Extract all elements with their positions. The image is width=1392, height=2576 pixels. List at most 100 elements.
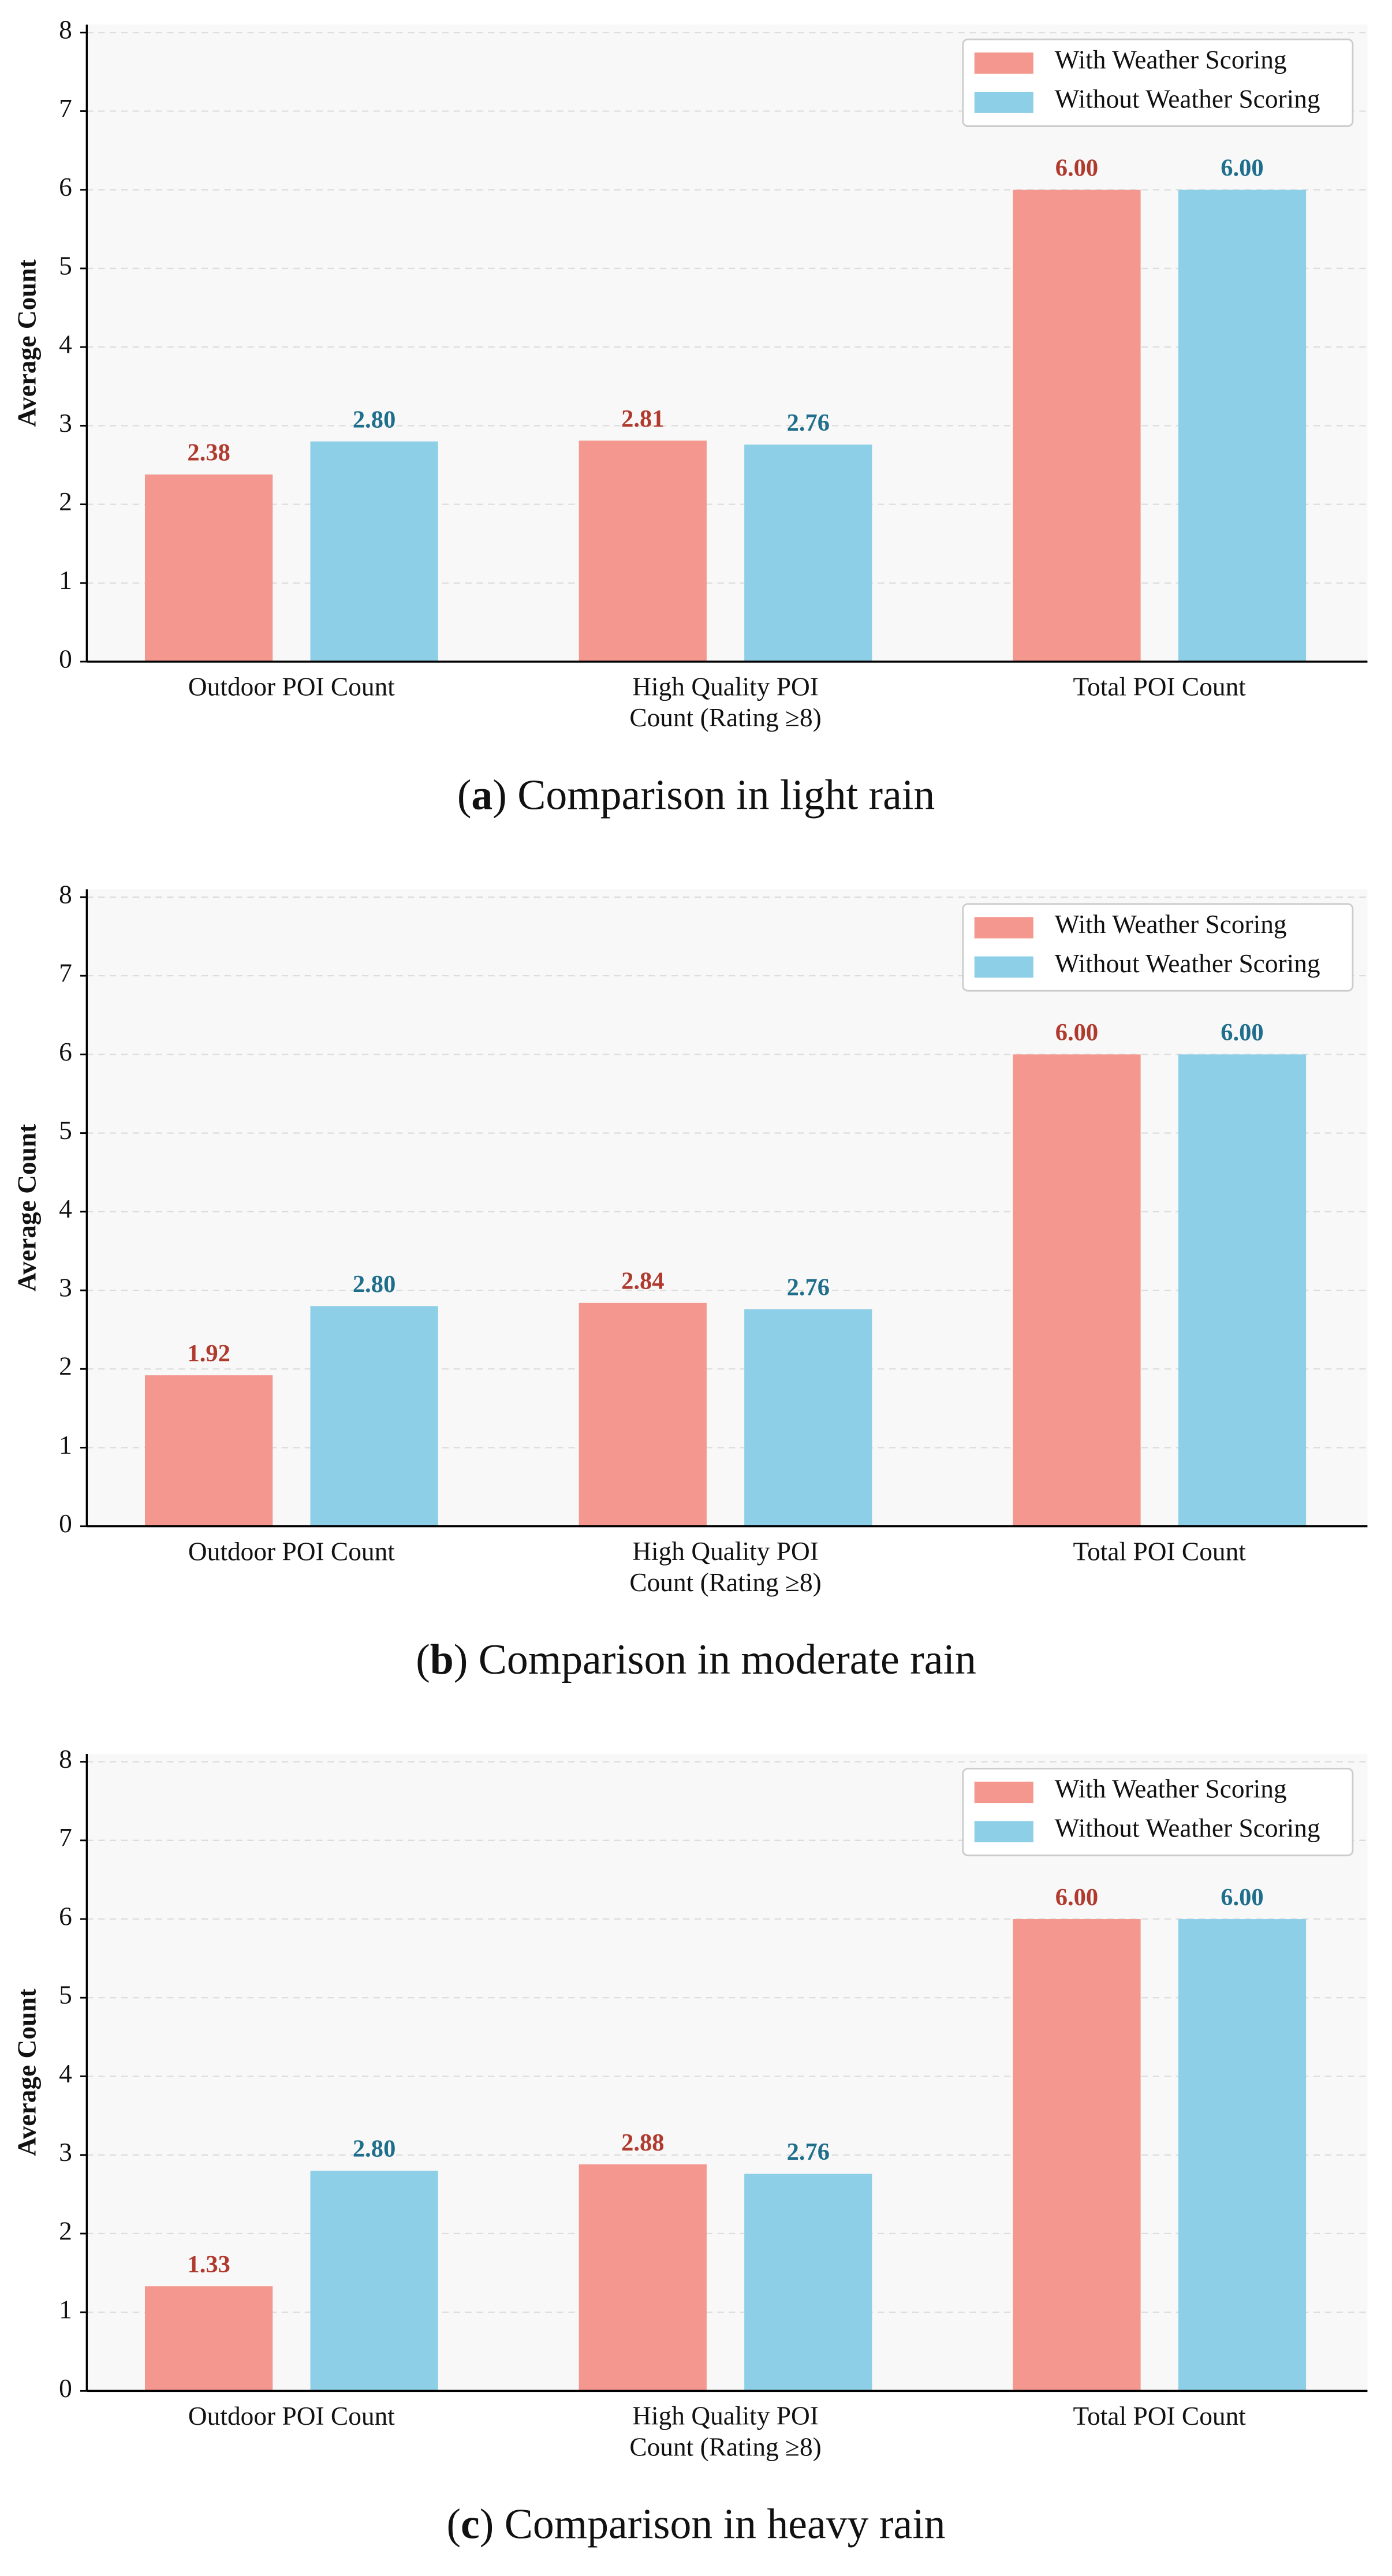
x-tick-label: Outdoor POI Count xyxy=(188,673,395,701)
legend-swatch xyxy=(974,1782,1033,1804)
bar xyxy=(1178,189,1307,662)
bar xyxy=(310,2170,438,2391)
y-tick-label: 4 xyxy=(59,2059,72,2088)
caption-part: ) Comparison in light rain xyxy=(492,771,935,818)
y-tick-label: 6 xyxy=(59,1902,72,1931)
legend-label: With Weather Scoring xyxy=(1055,45,1287,74)
caption-part: ( xyxy=(416,1636,430,1683)
plot-background xyxy=(87,24,1368,662)
legend-swatch xyxy=(974,91,1033,113)
bar xyxy=(744,1309,872,1526)
plot-background xyxy=(87,889,1368,1526)
x-tick-label: Total POI Count xyxy=(1073,2402,1247,2431)
bar xyxy=(744,445,872,662)
y-tick-label: 8 xyxy=(59,16,72,44)
value-label: 2.80 xyxy=(353,2136,395,2163)
x-tick-label: Outdoor POI Count xyxy=(188,1537,395,1566)
y-tick-label: 1 xyxy=(59,566,72,595)
y-tick-label: 5 xyxy=(59,1981,72,2010)
bar xyxy=(744,2174,872,2391)
y-axis-label: Average Count xyxy=(12,1989,41,2156)
bar xyxy=(1013,189,1141,662)
y-tick-label: 7 xyxy=(59,959,72,988)
value-label: 2.81 xyxy=(621,405,664,432)
value-label: 6.00 xyxy=(1055,154,1098,181)
chart-panel: 0 1 2 3 4 5 6 7 8 Outdoor POI Count 1.92 2.80 High Q… xyxy=(12,880,1368,1683)
value-label: 6.00 xyxy=(1055,1884,1098,1911)
legend-box xyxy=(962,1768,1354,1857)
y-tick-label: 2 xyxy=(59,2216,72,2245)
y-tick-label: 8 xyxy=(59,880,72,909)
bar xyxy=(579,440,707,662)
legend-label: Without Weather Scoring xyxy=(1055,949,1320,978)
caption-part: ) Comparison in heavy rain xyxy=(480,2500,946,2548)
value-label: 6.00 xyxy=(1055,1019,1098,1046)
y-tick-label: 5 xyxy=(59,251,72,280)
y-axis-label: Average Count xyxy=(12,1124,41,1291)
bar xyxy=(310,1306,438,1526)
y-axis-label: Average Count xyxy=(12,259,41,427)
y-tick-label: 7 xyxy=(59,1823,72,1852)
value-label: 2.76 xyxy=(787,409,830,436)
y-tick-label: 0 xyxy=(59,2374,72,2403)
value-label: 2.88 xyxy=(621,2129,664,2156)
legend-box xyxy=(962,38,1354,127)
caption-part: ( xyxy=(446,2500,461,2548)
x-tick-label: High Quality POI Count (Rating ≥8) xyxy=(629,673,821,733)
caption-part: ( xyxy=(457,771,472,818)
y-tick-label: 4 xyxy=(59,1194,72,1223)
bar xyxy=(579,2164,707,2391)
caption-part: b xyxy=(430,1636,454,1683)
bar xyxy=(145,1375,273,1526)
caption: (a) Comparison in light rain xyxy=(457,771,935,818)
plot-background xyxy=(87,1753,1368,2391)
caption: (c) Comparison in heavy rain xyxy=(446,2500,945,2548)
x-tick-label: High Quality POI Count (Rating ≥8) xyxy=(629,2402,821,2462)
y-tick-label: 2 xyxy=(59,1352,72,1381)
bar xyxy=(145,474,273,662)
value-label: 2.80 xyxy=(353,406,395,433)
y-tick-label: 7 xyxy=(59,94,72,123)
legend-swatch xyxy=(974,956,1033,978)
legend: With Weather Scoring Without Weather Scor… xyxy=(962,903,1354,992)
y-tick-label: 0 xyxy=(59,644,72,673)
y-tick-label: 6 xyxy=(59,1037,72,1066)
value-label: 6.00 xyxy=(1221,1019,1263,1046)
y-tick-label: 3 xyxy=(59,2138,72,2167)
legend: With Weather Scoring Without Weather Scor… xyxy=(962,1768,1354,1857)
caption-part: c xyxy=(461,2500,480,2548)
legend-swatch xyxy=(974,1821,1033,1843)
y-tick-label: 3 xyxy=(59,1273,72,1302)
caption-part: a xyxy=(471,771,492,818)
chart-panel: 0 1 2 3 4 5 6 7 8 Outdoor POI Count 1.33 2.80 High Q… xyxy=(12,1745,1368,2548)
y-tick-label: 0 xyxy=(59,1509,72,1538)
y-tick-label: 5 xyxy=(59,1116,72,1145)
bar xyxy=(1013,1919,1141,2391)
y-tick-label: 3 xyxy=(59,409,72,438)
legend: With Weather Scoring Without Weather Scor… xyxy=(962,38,1354,127)
value-label: 1.92 xyxy=(187,1340,230,1367)
legend-label: Without Weather Scoring xyxy=(1055,1814,1320,1843)
value-label: 6.00 xyxy=(1221,154,1263,181)
y-tick-label: 1 xyxy=(59,1431,72,1459)
y-tick-label: 8 xyxy=(59,1745,72,1774)
legend-label: With Weather Scoring xyxy=(1055,1775,1287,1804)
legend-box xyxy=(962,903,1354,992)
legend-swatch xyxy=(974,917,1033,939)
value-label: 2.38 xyxy=(187,439,230,466)
legend-swatch xyxy=(974,52,1033,74)
y-tick-label: 4 xyxy=(59,330,72,359)
x-tick-label: Total POI Count xyxy=(1073,1537,1247,1566)
caption-part: ) Comparison in moderate rain xyxy=(454,1636,976,1683)
y-tick-label: 1 xyxy=(59,2295,72,2324)
bar xyxy=(145,2286,273,2391)
x-tick-label: High Quality POI Count (Rating ≥8) xyxy=(629,1537,821,1597)
y-tick-label: 6 xyxy=(59,173,72,201)
value-label: 1.33 xyxy=(187,2251,230,2278)
value-label: 2.76 xyxy=(787,2138,830,2166)
caption: (b) Comparison in moderate rain xyxy=(416,1636,976,1683)
x-tick-label: Total POI Count xyxy=(1073,673,1247,701)
legend-label: Without Weather Scoring xyxy=(1055,84,1320,113)
